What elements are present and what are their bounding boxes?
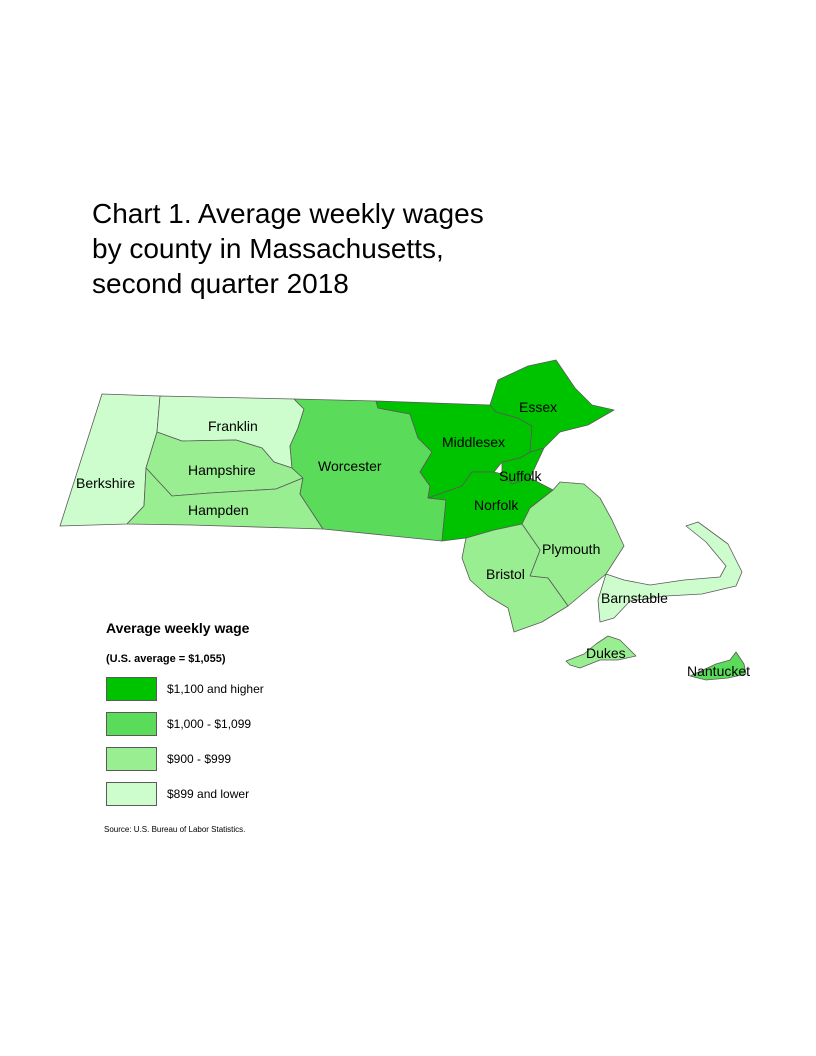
chart-title-line-2: by county in Massachusetts, — [92, 233, 444, 264]
county-bristol[interactable] — [461, 523, 569, 633]
legend: Average weekly wage (U.S. average = $1,0… — [106, 618, 406, 816]
legend-title: Average weekly wage — [106, 620, 250, 636]
legend-label: $1,100 and higher — [167, 682, 264, 696]
chart-title-line-3: second quarter 2018 — [92, 268, 349, 299]
legend-swatch — [106, 782, 157, 806]
legend-label: $899 and lower — [167, 787, 250, 801]
chart-title-line-1: Chart 1. Average weekly wages — [92, 198, 484, 229]
chart-title: Chart 1. Average weekly wages by county … — [92, 196, 652, 301]
legend-item: $899 and lower — [106, 781, 406, 807]
label-nantucket: Nantucket — [687, 663, 750, 679]
label-bristol: Bristol — [486, 566, 525, 582]
county-barnstable[interactable] — [597, 521, 743, 623]
legend-label: $1,000 - $1,099 — [167, 717, 252, 731]
legend-swatch — [106, 747, 157, 771]
legend-item: $1,100 and higher — [106, 676, 406, 702]
legend-items: $1,100 and higher $1,000 - $1,099 $900 -… — [106, 676, 406, 807]
county-essex[interactable] — [489, 359, 615, 453]
legend-item: $1,000 - $1,099 — [106, 711, 406, 737]
label-middlesex: Middlesex — [442, 434, 505, 450]
legend-subtitle: (U.S. average = $1,055) — [106, 653, 226, 665]
label-franklin: Franklin — [208, 418, 258, 434]
label-plymouth: Plymouth — [542, 541, 600, 557]
label-suffolk: Suffolk — [499, 468, 543, 484]
label-hampshire: Hampshire — [188, 462, 256, 478]
legend-swatch — [106, 677, 157, 701]
label-barnstable: Barnstable — [601, 590, 668, 606]
label-berkshire: Berkshire — [76, 475, 135, 491]
label-hampden: Hampden — [188, 502, 249, 518]
label-norfolk: Norfolk — [474, 497, 519, 513]
label-worcester: Worcester — [318, 458, 382, 474]
label-essex: Essex — [519, 399, 557, 415]
source-note: Source: U.S. Bureau of Labor Statistics. — [104, 825, 246, 834]
legend-label: $900 - $999 — [167, 752, 232, 766]
county-dukes[interactable] — [565, 635, 637, 669]
label-dukes: Dukes — [586, 645, 626, 661]
legend-swatch — [106, 712, 157, 736]
legend-item: $900 - $999 — [106, 746, 406, 772]
county-nantucket[interactable] — [689, 651, 747, 681]
